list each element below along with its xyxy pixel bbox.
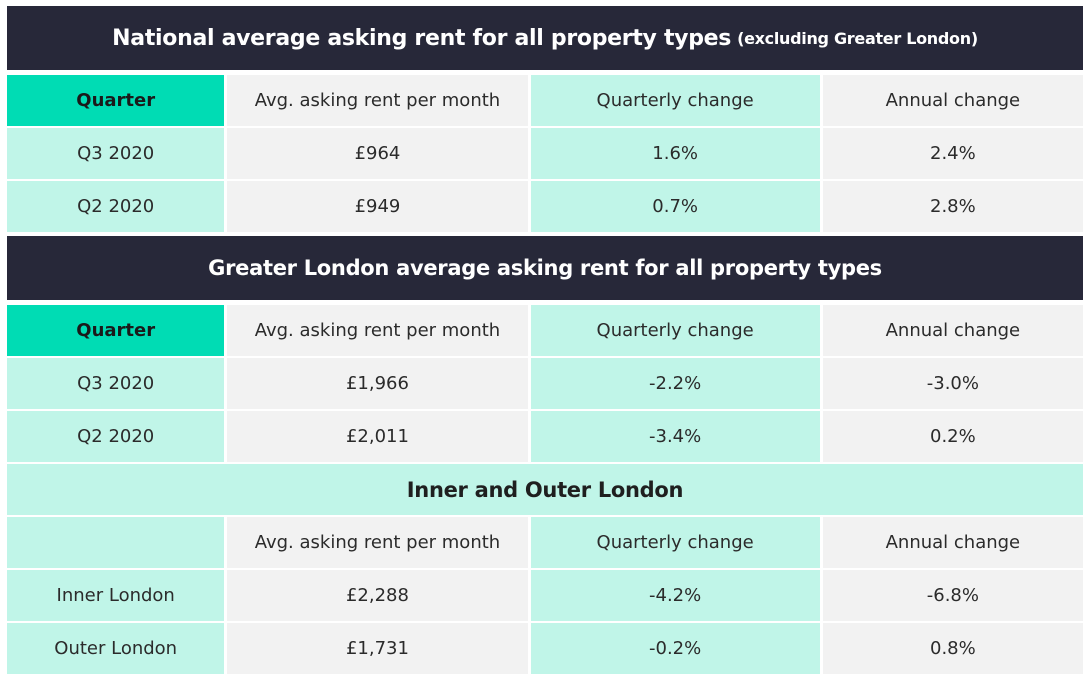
london-header-row: Quarter Avg. asking rent per month Quart… [7, 305, 1083, 356]
header-avg-rent: Avg. asking rent per month [227, 305, 528, 356]
annual-change-cell: 2.8% [822, 181, 1083, 232]
avg-rent-cell: £1,731 [227, 623, 528, 674]
quarterly-change-cell: 0.7% [530, 181, 820, 232]
table-row: Q2 2020 £949 0.7% 2.8% [7, 181, 1083, 232]
inner-outer-title: Inner and Outer London [7, 464, 1083, 515]
avg-rent-cell: £1,966 [227, 358, 528, 409]
annual-change-cell: -3.0% [822, 358, 1083, 409]
national-title-text: National average asking rent for all pro… [112, 25, 732, 51]
avg-rent-cell: £949 [227, 181, 528, 232]
annual-change-cell: -6.8% [822, 570, 1083, 621]
table-row: Outer London £1,731 -0.2% 0.8% [7, 623, 1083, 674]
national-header-row: Quarter Avg. asking rent per month Quart… [7, 75, 1083, 126]
quarter-cell: Q2 2020 [7, 181, 225, 232]
header-annual-change: Annual change [822, 305, 1083, 356]
quarterly-change-cell: -3.4% [530, 411, 820, 462]
national-title: National average asking rent for all pro… [7, 6, 1083, 70]
inner-outer-header-row: Avg. asking rent per month Quarterly cha… [7, 517, 1083, 568]
rent-report: National average asking rent for all pro… [7, 6, 1083, 674]
quarter-cell: Q3 2020 [7, 358, 225, 409]
avg-rent-cell: £2,011 [227, 411, 528, 462]
area-cell: Outer London [7, 623, 225, 674]
quarterly-change-cell: -0.2% [530, 623, 820, 674]
quarter-cell: Q2 2020 [7, 411, 225, 462]
area-cell: Inner London [7, 570, 225, 621]
quarterly-change-cell: -4.2% [530, 570, 820, 621]
header-quarterly-change: Quarterly change [530, 75, 820, 126]
header-annual-change: Annual change [822, 517, 1083, 568]
table-row: Inner London £2,288 -4.2% -6.8% [7, 570, 1083, 621]
header-annual-change: Annual change [822, 75, 1083, 126]
header-quarter: Quarter [7, 305, 225, 356]
header-quarter: Quarter [7, 75, 225, 126]
table-row: Q3 2020 £964 1.6% 2.4% [7, 128, 1083, 179]
header-area [7, 517, 225, 568]
table-row: Q3 2020 £1,966 -2.2% -3.0% [7, 358, 1083, 409]
header-avg-rent: Avg. asking rent per month [227, 75, 528, 126]
london-title-text: Greater London average asking rent for a… [208, 256, 882, 280]
annual-change-cell: 0.2% [822, 411, 1083, 462]
header-avg-rent: Avg. asking rent per month [227, 517, 528, 568]
avg-rent-cell: £2,288 [227, 570, 528, 621]
annual-change-cell: 2.4% [822, 128, 1083, 179]
quarterly-change-cell: -2.2% [530, 358, 820, 409]
national-title-note: (excluding Greater London) [737, 28, 978, 48]
quarter-cell: Q3 2020 [7, 128, 225, 179]
table-row: Q2 2020 £2,011 -3.4% 0.2% [7, 411, 1083, 462]
header-quarterly-change: Quarterly change [530, 305, 820, 356]
quarterly-change-cell: 1.6% [530, 128, 820, 179]
header-quarterly-change: Quarterly change [530, 517, 820, 568]
annual-change-cell: 0.8% [822, 623, 1083, 674]
london-title: Greater London average asking rent for a… [7, 236, 1083, 300]
avg-rent-cell: £964 [227, 128, 528, 179]
